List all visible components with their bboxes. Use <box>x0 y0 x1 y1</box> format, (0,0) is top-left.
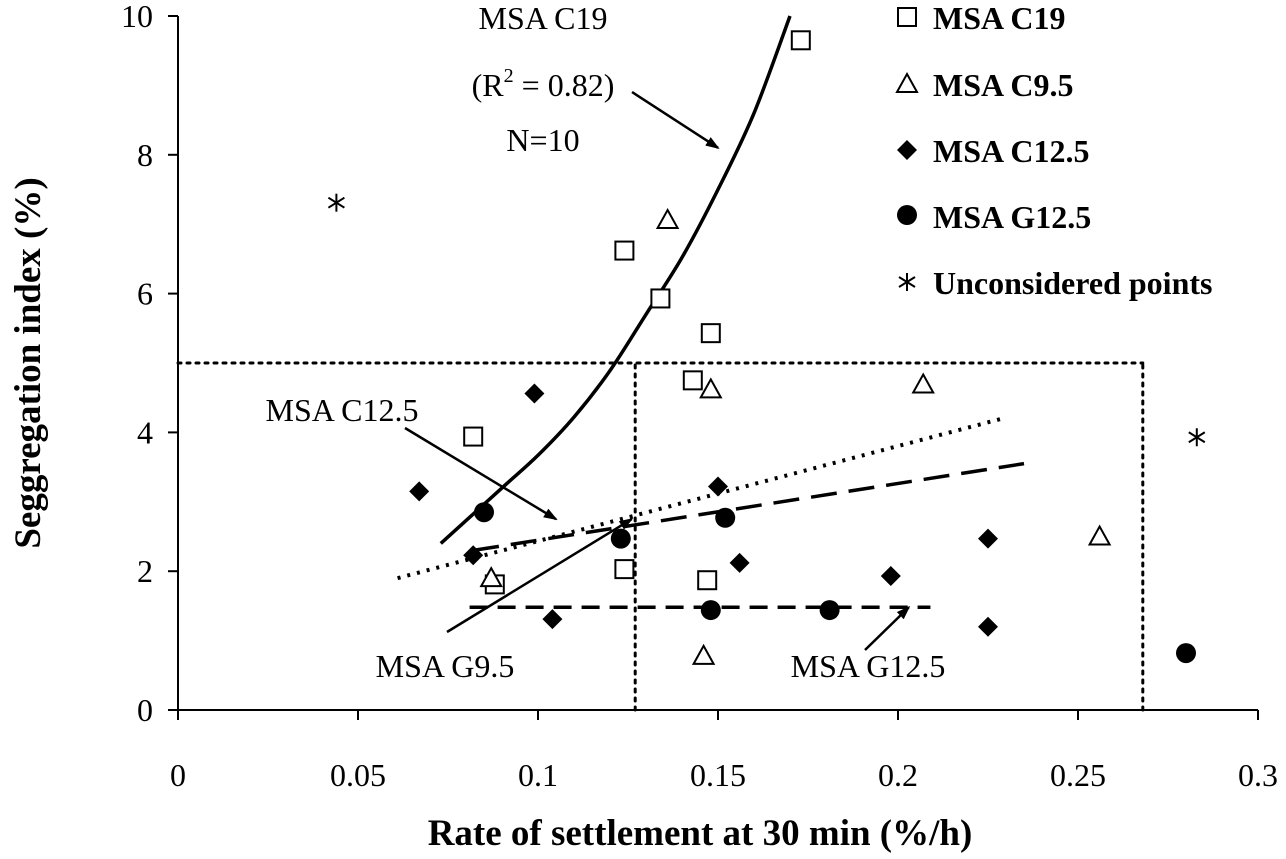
point-msa-g12-5 <box>610 528 631 549</box>
point-unconsidered-points <box>327 193 345 212</box>
y-tick-label: 0 <box>137 692 153 728</box>
point-msa-c19 <box>614 240 635 261</box>
legend-item-msa-c9-5: MSA C9.5 <box>895 67 1073 103</box>
fit-line-msa-c12-5 <box>397 416 1003 581</box>
annotation-c19-r2: (R2 = 0.82) <box>472 65 615 103</box>
point-msa-c19 <box>682 370 703 391</box>
point-msa-g12-5 <box>700 600 721 621</box>
x-tick-label: 0.1 <box>518 757 558 793</box>
point-msa-c19 <box>697 570 718 591</box>
legend-marker-open-triangle <box>895 71 919 93</box>
point-msa-c12-5 <box>729 552 750 573</box>
point-msa-c12-5 <box>542 609 563 630</box>
point-msa-c19 <box>650 288 671 309</box>
fit-lines <box>397 15 1025 610</box>
annotation-g95-arrow <box>446 518 634 634</box>
data-points <box>327 30 1206 665</box>
point-msa-c9-5 <box>655 207 680 230</box>
point-msa-c19 <box>700 323 721 344</box>
point-msa-c12-5 <box>524 383 545 404</box>
legend-item-msa-c19: MSA C19 <box>897 0 1065 36</box>
legend-marker-filled-circle <box>897 205 917 225</box>
point-msa-c9-5 <box>691 643 716 665</box>
annotation-g125-arrow <box>864 605 911 651</box>
point-msa-c12-5 <box>708 476 728 497</box>
annotations: MSA C19 (R2 = 0.82) N=10 MSA C12.5 MSA G… <box>266 0 946 684</box>
axis-ticks: 0 0.05 0.1 0.15 0.2 0.25 0.3 0 2 4 6 8 10 <box>121 0 1278 793</box>
annotation-c19-n: N=10 <box>506 122 579 158</box>
point-unconsidered-points <box>1188 428 1206 447</box>
point-msa-c9-5 <box>911 372 935 394</box>
y-axis-title: Seggregation index (%) <box>8 177 49 548</box>
legend: MSA C19 MSA C9.5 MSA C12.5 MSA G12.5 Unc… <box>895 0 1212 301</box>
annotation-c19-title: MSA C19 <box>479 0 608 36</box>
legend-label: Unconsidered points <box>933 265 1212 301</box>
fit-line-msa-c19 <box>439 15 792 545</box>
point-msa-c19 <box>790 30 811 51</box>
point-msa-c19 <box>614 559 635 580</box>
x-axis-title: Rate of settlement at 30 min (%/h) <box>428 813 973 854</box>
legend-label: MSA G12.5 <box>933 199 1091 235</box>
point-msa-c12-5 <box>409 481 430 502</box>
annotation-c125-label: MSA C12.5 <box>266 392 419 428</box>
point-msa-c19 <box>463 426 484 447</box>
point-msa-c12-5 <box>880 566 901 587</box>
annotation-c19-arrow <box>631 90 720 149</box>
y-tick-label: 10 <box>121 0 153 34</box>
y-tick-label: 8 <box>137 137 153 173</box>
reference-lines <box>176 361 1145 712</box>
legend-label: MSA C12.5 <box>933 133 1089 169</box>
legend-label: MSA C9.5 <box>933 67 1073 103</box>
point-msa-c9-5 <box>1087 524 1112 546</box>
x-tick-label: 0.3 <box>1238 757 1278 793</box>
point-msa-c12-5 <box>463 545 484 566</box>
annotation-g95-label: MSA G9.5 <box>376 648 515 684</box>
legend-label: MSA C19 <box>933 0 1065 36</box>
point-msa-c9-5 <box>699 377 723 399</box>
legend-marker-open-square <box>897 7 917 27</box>
fit-line-msa-g9-5 <box>472 461 1025 553</box>
x-tick-label: 0.15 <box>690 757 746 793</box>
legend-marker-filled-diamond <box>897 140 917 160</box>
x-tick-label: 0.25 <box>1050 757 1106 793</box>
legend-item-msa-c12-5: MSA C12.5 <box>897 133 1089 169</box>
legend-item-msa-g12-5: MSA G12.5 <box>897 199 1091 235</box>
y-tick-label: 4 <box>137 414 153 450</box>
x-tick-label: 0 <box>170 757 186 793</box>
point-msa-c12-5 <box>978 528 998 549</box>
point-msa-c12-5 <box>978 616 998 637</box>
legend-item-unconsidered: Unconsidered points <box>898 265 1212 301</box>
point-msa-g12-5 <box>474 502 494 523</box>
point-msa-g12-5 <box>715 507 736 528</box>
x-tick-label: 0.2 <box>878 757 918 793</box>
point-msa-g12-5 <box>1176 643 1196 664</box>
y-tick-label: 6 <box>137 276 153 312</box>
point-msa-g12-5 <box>819 600 840 621</box>
y-tick-label: 2 <box>137 553 153 589</box>
annotation-c125-arrow <box>404 426 558 521</box>
point-msa-c9-5 <box>479 566 503 588</box>
legend-marker-asterisk <box>898 273 916 291</box>
x-tick-label: 0.05 <box>330 757 386 793</box>
annotation-g125-label: MSA G12.5 <box>791 648 946 684</box>
